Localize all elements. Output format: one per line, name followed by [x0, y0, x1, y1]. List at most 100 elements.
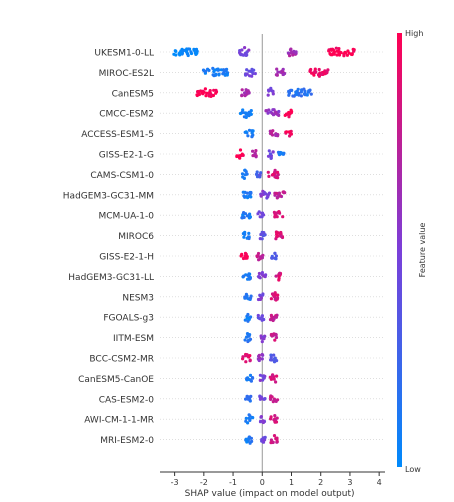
shap-point	[312, 74, 315, 77]
shap-point	[249, 296, 252, 299]
shap-point	[244, 338, 247, 341]
shap-point	[213, 68, 216, 71]
shap-point	[245, 417, 248, 420]
shap-point	[264, 192, 267, 195]
shap-point	[274, 293, 277, 296]
shap-point	[270, 297, 273, 300]
shap-point	[241, 172, 244, 175]
shap-point	[274, 237, 277, 240]
shap-point	[244, 252, 247, 255]
shap-point	[204, 87, 207, 90]
shap-point	[279, 231, 282, 234]
shap-point	[277, 110, 280, 113]
colorbar-low-label: Low	[405, 465, 421, 474]
colorbar-high-label: High	[405, 29, 423, 38]
shap-point	[267, 108, 270, 111]
shap-point	[272, 318, 275, 321]
shap-point	[246, 73, 249, 76]
shap-point	[272, 354, 275, 357]
shap-point	[308, 89, 311, 92]
feature-label: MCM-UA-1-0	[98, 212, 154, 222]
shap-point	[241, 357, 244, 360]
shap-point	[245, 293, 248, 296]
shap-point	[275, 375, 278, 378]
shap-point	[247, 339, 250, 342]
shap-point	[248, 111, 251, 114]
shap-point	[259, 233, 262, 236]
shap-point	[270, 256, 273, 259]
shap-point	[288, 130, 291, 133]
shap-point	[258, 359, 261, 362]
shap-point	[282, 68, 285, 71]
shap-point	[247, 272, 250, 275]
x-tick-label: -3	[171, 478, 179, 487]
shap-point	[270, 89, 273, 92]
shap-point	[274, 134, 277, 137]
shap-point	[246, 421, 249, 424]
shap-point	[174, 50, 177, 53]
shap-point	[259, 276, 262, 279]
shap-point	[291, 94, 294, 97]
feature-label: CAS-ESM2-0	[99, 395, 155, 405]
shap-point	[214, 92, 217, 95]
shap-point	[248, 91, 251, 94]
shap-point	[245, 438, 248, 441]
shap-point	[275, 73, 278, 76]
shap-point	[350, 53, 353, 56]
shap-point	[259, 255, 262, 258]
feature-label: GISS-E2-1-G	[99, 151, 154, 161]
shap-point	[269, 152, 272, 155]
x-tick-label: 2	[318, 478, 323, 487]
shap-point	[273, 434, 276, 437]
shap-point	[261, 314, 264, 317]
shap-point	[261, 213, 264, 216]
feature-label: HadGEM3-GC31-LL	[68, 273, 154, 283]
shap-point	[268, 192, 271, 195]
feature-label: CMCC-ESM2	[99, 110, 154, 120]
x-tick-label: 3	[347, 478, 352, 487]
shap-point	[290, 110, 293, 113]
shap-point	[214, 73, 217, 76]
shap-point	[194, 48, 197, 51]
x-tick-label: 0	[260, 478, 265, 487]
shap-point	[295, 50, 298, 53]
shap-point	[262, 231, 265, 234]
shap-point	[252, 129, 255, 132]
shap-point	[269, 358, 272, 361]
shap-point	[352, 50, 355, 53]
shap-point	[239, 148, 242, 151]
shap-point	[294, 90, 297, 93]
shap-point	[272, 150, 275, 153]
shap-point	[289, 48, 292, 51]
shap-point	[217, 73, 220, 76]
shap-point	[275, 68, 278, 71]
shap-point	[209, 89, 212, 92]
shap-point	[279, 71, 282, 74]
shap-point	[270, 157, 273, 160]
shap-point	[249, 192, 252, 195]
shap-point	[261, 357, 264, 360]
x-tick-label: 4	[377, 478, 382, 487]
shap-point	[269, 398, 272, 401]
shap-point	[287, 51, 290, 54]
shap-point	[249, 215, 252, 218]
shap-point	[248, 418, 251, 421]
shap-point	[245, 353, 248, 356]
shap-point	[243, 46, 246, 49]
shap-point	[258, 272, 261, 275]
shap-point	[246, 335, 249, 338]
shap-point	[259, 397, 262, 400]
shap-point	[262, 421, 265, 424]
shap-point	[269, 417, 272, 420]
shap-point	[243, 177, 246, 180]
shap-point	[303, 93, 306, 96]
x-tick-label: -2	[200, 478, 208, 487]
shap-point	[273, 252, 276, 255]
feature-label: FGOALS-g3	[103, 314, 154, 324]
shap-point	[187, 47, 190, 50]
shap-point	[254, 152, 257, 155]
shap-point	[269, 376, 272, 379]
shap-point	[245, 88, 248, 91]
shap-point	[274, 380, 277, 383]
shap-point	[325, 70, 328, 73]
